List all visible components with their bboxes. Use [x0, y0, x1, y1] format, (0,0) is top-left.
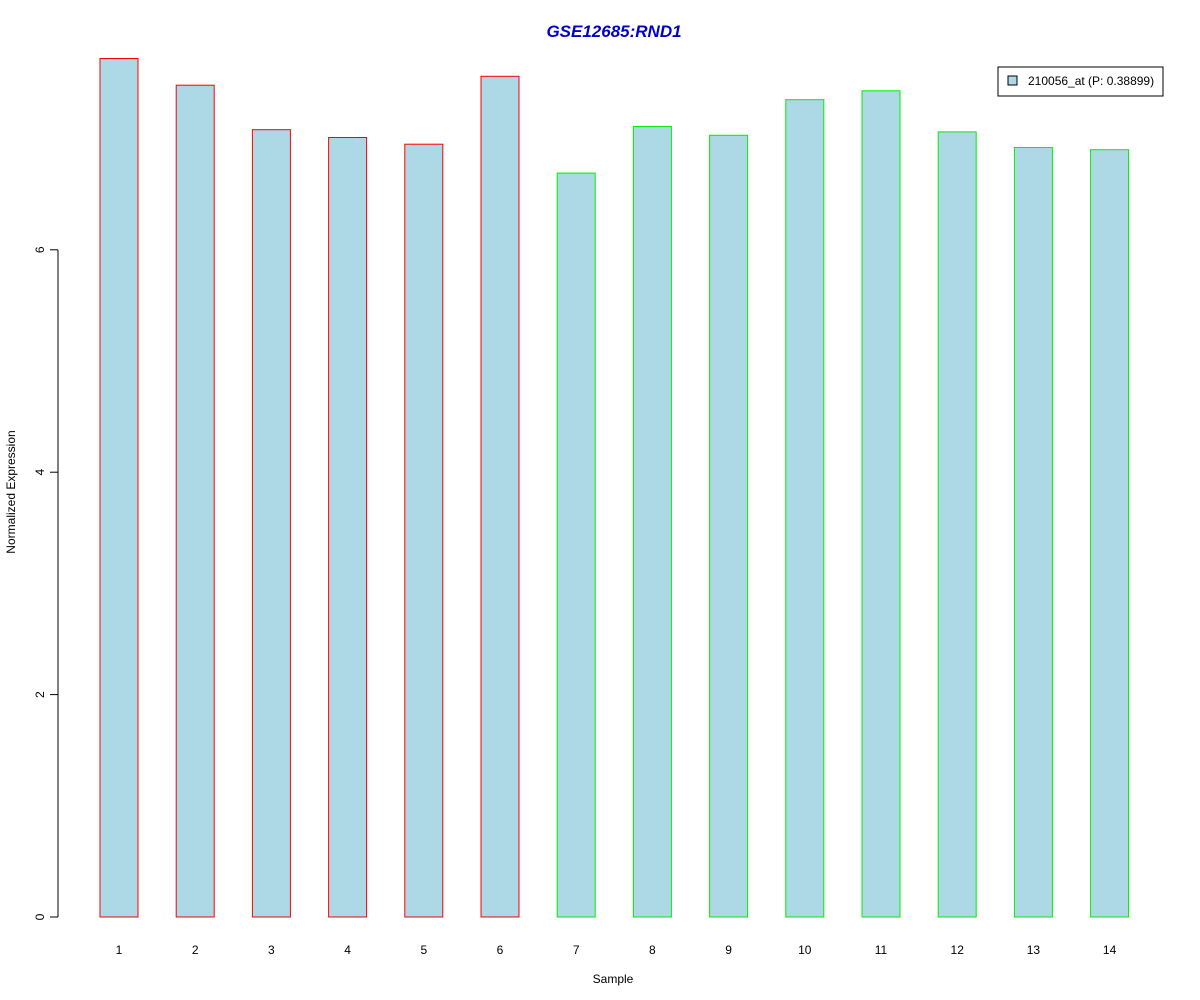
bar-sample-6 — [480, 75, 520, 918]
bar-sample-9 — [709, 134, 749, 918]
x-tick-label: 14 — [1103, 943, 1117, 957]
legend-box — [997, 66, 1164, 97]
bar-sample-4 — [328, 137, 368, 918]
bar-sample-13 — [1013, 147, 1053, 918]
x-tick-label: 11 — [875, 943, 888, 957]
y-tick-label: 6 — [33, 246, 47, 253]
x-tick-label: 3 — [268, 943, 275, 957]
x-axis-label: Sample — [593, 972, 634, 986]
x-tick-label: 6 — [497, 943, 504, 957]
x-tick-label: 12 — [951, 943, 965, 957]
legend: 210056_at (P: 0.38899) — [997, 66, 1164, 97]
x-tick-label: 7 — [573, 943, 580, 957]
bar-sample-14 — [1090, 149, 1130, 918]
chart-title: GSE12685:RND1 — [546, 22, 681, 41]
legend-label: 210056_at (P: 0.38899) — [1028, 74, 1154, 88]
y-axis-label: Normalized Expression — [4, 430, 18, 553]
x-tick-labels-group: 1 2 3 4 5 6 7 8 9 10 11 12 13 14 — [116, 943, 1117, 957]
x-tick-label: 10 — [798, 943, 812, 957]
bar-sample-3 — [251, 129, 291, 918]
bar-sample-12 — [937, 131, 977, 918]
bar-sample-5 — [404, 143, 444, 918]
y-axis: 0 2 4 6 — [33, 246, 59, 920]
x-tick-label: 9 — [725, 943, 732, 957]
y-tick-label: 2 — [33, 691, 47, 698]
bar-sample-11 — [861, 90, 901, 918]
x-tick-label: 2 — [192, 943, 199, 957]
x-tick-label: 13 — [1027, 943, 1041, 957]
legend-swatch — [1007, 75, 1018, 86]
x-tick-label: 8 — [649, 943, 656, 957]
x-tick-label: 1 — [116, 943, 123, 957]
bar-sample-8 — [632, 125, 672, 918]
bar-sample-7 — [556, 172, 596, 918]
bar-sample-10 — [785, 99, 825, 918]
bar-sample-2 — [175, 84, 215, 918]
y-tick-label: 0 — [33, 913, 47, 920]
x-tick-label: 5 — [420, 943, 427, 957]
bars-group — [99, 58, 1130, 918]
bar-sample-1 — [99, 58, 139, 918]
x-tick-label: 4 — [344, 943, 351, 957]
y-tick-label: 4 — [33, 469, 47, 476]
